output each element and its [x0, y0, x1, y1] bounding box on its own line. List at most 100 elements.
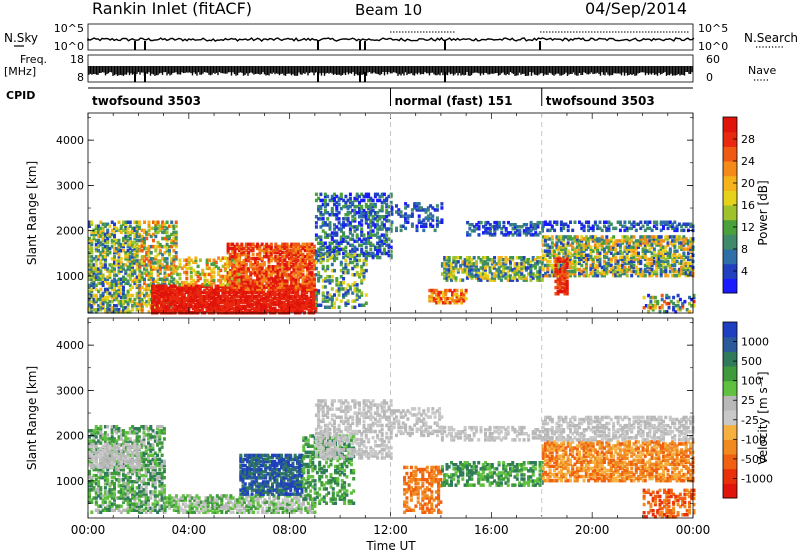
heatmap-cell [431, 218, 434, 222]
heatmap-cell [473, 256, 476, 260]
heatmap-cell [365, 302, 368, 306]
heatmap-cell [653, 247, 656, 251]
heatmap-cell [175, 255, 178, 259]
heatmap-cell [525, 223, 528, 227]
heatmap-cell [342, 231, 345, 235]
heatmap-cell [319, 235, 322, 239]
heatmap-cell [518, 229, 521, 233]
heatmap-cell [383, 248, 386, 252]
heatmap-cell [208, 259, 211, 263]
heatmap-cell [356, 248, 359, 252]
heatmap-cell [406, 204, 409, 208]
heatmap-cell [344, 246, 347, 250]
heatmap-cell [179, 277, 182, 281]
heatmap-cell [319, 275, 322, 279]
freq-unit-label: [MHz] [4, 65, 36, 78]
heatmap-cell [440, 202, 443, 206]
nsky-tick-bottom: 10^0 [54, 40, 84, 53]
heatmap-cell [539, 256, 542, 260]
heatmap-cell [356, 283, 359, 287]
heatmap-cell [326, 203, 329, 207]
heatmap-cell [605, 235, 608, 239]
heatmap-cell [95, 294, 98, 298]
heatmap-cell [551, 235, 554, 239]
freq-panel: Freq. [MHz] 18 8 60 0 Nave [4, 53, 776, 84]
heatmap-cell [338, 211, 341, 215]
cpid-segment-label: normal (fast) 151 [395, 94, 513, 108]
heatmap-cell [319, 304, 322, 308]
heatmap-cell [326, 195, 329, 199]
heatmap-cell [313, 245, 316, 249]
heatmap-cell [360, 248, 363, 252]
heatmap-cell [367, 193, 370, 197]
nsearch-label: N.Search [744, 31, 798, 45]
heatmap-cell [486, 262, 489, 266]
date-label: 04/Sep/2014 [585, 0, 687, 18]
heatmap-cell [118, 221, 121, 225]
heatmap-cell [612, 235, 615, 239]
heatmap-cell [213, 271, 216, 275]
heatmap-cell [365, 257, 368, 261]
cpid-segment-label: twofsound 3503 [546, 94, 655, 108]
heatmap-cell [118, 253, 121, 257]
heatmap-cell [138, 223, 141, 227]
heatmap-cell [365, 293, 368, 297]
heatmap-cell [315, 193, 318, 197]
heatmap-cell [478, 225, 481, 229]
heatmap-cell [369, 248, 372, 252]
heatmap-cell [145, 237, 148, 241]
heatmap-cell [478, 233, 481, 237]
heatmap-cell [175, 221, 178, 225]
heatmap-cell [333, 302, 336, 306]
beam-label: Beam 10 [355, 1, 422, 19]
heatmap-cell [372, 229, 375, 233]
heatmap-cell [455, 276, 458, 280]
heatmap-cell [360, 205, 363, 209]
heatmap-cell [353, 253, 356, 257]
heatmap-cell [342, 281, 345, 285]
heatmap-cell [108, 225, 111, 229]
heatmap-cell [168, 249, 171, 253]
heatmap-cell [360, 227, 363, 231]
freq-trace [89, 66, 692, 82]
heatmap-cell [381, 205, 384, 209]
heatmap-cell [270, 243, 273, 247]
heatmap-cell [331, 263, 334, 267]
heatmap-cell [238, 279, 241, 283]
heatmap-cell [238, 256, 241, 260]
heatmap-cell [637, 252, 640, 256]
heatmap-cell [391, 221, 394, 225]
heatmap-cell [601, 235, 604, 239]
heatmap-cell [363, 275, 366, 279]
heatmap-cell [315, 267, 318, 271]
heatmap-cell [416, 225, 419, 229]
heatmap-cell [108, 251, 111, 255]
heatmap-cell [179, 273, 182, 277]
heatmap-cell [99, 269, 102, 273]
heatmap-cell [213, 275, 216, 279]
heatmap-cell [113, 267, 116, 271]
heatmap-cell [129, 221, 132, 225]
heatmap-cell [215, 261, 218, 265]
heatmap-cell [335, 231, 338, 235]
heatmap-cell [333, 293, 336, 297]
nave-label: Nave [748, 64, 776, 77]
heatmap-cell [326, 265, 329, 269]
nsky-line [88, 38, 694, 41]
heatmap-cell [395, 204, 398, 208]
heatmap-cell [383, 193, 386, 197]
heatmap-cell [349, 193, 352, 197]
heatmap-cell [340, 299, 343, 303]
cpid-segment-label: twofsound 3503 [92, 94, 201, 108]
heatmap-cell [436, 216, 439, 220]
heatmap-cell [338, 217, 341, 221]
heatmap-cell [434, 229, 437, 233]
heatmap-cell [329, 221, 332, 225]
nsearch-tick-bottom: 10^0 [698, 40, 728, 53]
heatmap-cell [335, 277, 338, 281]
heatmap-cell [639, 260, 642, 264]
heatmap-cell [175, 231, 178, 235]
heatmap-cell [400, 210, 403, 214]
